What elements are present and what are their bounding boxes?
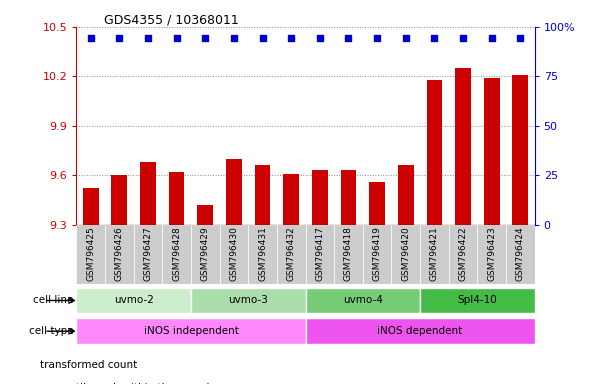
Text: GSM796420: GSM796420: [401, 227, 410, 281]
Bar: [111, 175, 127, 225]
Point: [430, 35, 439, 41]
Text: GSM796424: GSM796424: [516, 227, 525, 281]
Text: uvmo-2: uvmo-2: [114, 295, 153, 306]
Bar: [477, 225, 506, 284]
Point: [172, 35, 181, 41]
Bar: [191, 288, 306, 313]
Point: [372, 35, 382, 41]
Bar: [513, 74, 528, 225]
Point: [315, 35, 324, 41]
Text: iNOS independent: iNOS independent: [144, 326, 238, 336]
Point: [143, 35, 153, 41]
Bar: [363, 225, 392, 284]
Bar: [191, 225, 219, 284]
Bar: [306, 288, 420, 313]
Bar: [420, 288, 535, 313]
Bar: [277, 225, 306, 284]
Text: GSM796427: GSM796427: [144, 227, 153, 281]
Point: [343, 35, 353, 41]
Point: [287, 35, 296, 41]
Text: GSM796418: GSM796418: [344, 227, 353, 281]
Bar: [134, 225, 163, 284]
Bar: [76, 318, 306, 344]
Text: GSM796417: GSM796417: [315, 227, 324, 281]
Bar: [169, 172, 185, 225]
Text: GSM796429: GSM796429: [201, 227, 210, 281]
Bar: [340, 170, 356, 225]
Bar: [105, 225, 134, 284]
Text: cell line: cell line: [33, 295, 73, 306]
Bar: [392, 225, 420, 284]
Point: [229, 35, 239, 41]
Bar: [284, 174, 299, 225]
Text: uvmo-3: uvmo-3: [229, 295, 268, 306]
Point: [487, 35, 497, 41]
Bar: [506, 225, 535, 284]
Bar: [420, 225, 448, 284]
Bar: [255, 166, 271, 225]
Text: GSM796428: GSM796428: [172, 227, 181, 281]
Text: GSM796430: GSM796430: [229, 227, 238, 281]
Text: GSM796432: GSM796432: [287, 227, 296, 281]
Point: [200, 35, 210, 41]
Text: GDS4355 / 10368011: GDS4355 / 10368011: [104, 13, 239, 26]
Bar: [140, 162, 156, 225]
Text: GSM796421: GSM796421: [430, 227, 439, 281]
Bar: [312, 170, 327, 225]
Text: GSM796422: GSM796422: [458, 227, 467, 281]
Text: transformed count: transformed count: [40, 360, 137, 370]
Bar: [398, 166, 414, 225]
Bar: [306, 225, 334, 284]
Text: GSM796426: GSM796426: [115, 227, 124, 281]
Text: Spl4-10: Spl4-10: [458, 295, 497, 306]
Bar: [306, 318, 535, 344]
Point: [458, 35, 468, 41]
Text: GSM796423: GSM796423: [487, 227, 496, 281]
Point: [401, 35, 411, 41]
Bar: [455, 68, 471, 225]
Bar: [76, 225, 105, 284]
Point: [258, 35, 268, 41]
Bar: [83, 189, 98, 225]
Bar: [484, 78, 500, 225]
Bar: [369, 182, 385, 225]
Text: GSM796425: GSM796425: [86, 227, 95, 281]
Bar: [226, 159, 242, 225]
Text: GSM796419: GSM796419: [373, 227, 382, 281]
Point: [114, 35, 124, 41]
Bar: [76, 288, 191, 313]
Text: uvmo-4: uvmo-4: [343, 295, 382, 306]
Bar: [334, 225, 363, 284]
Bar: [248, 225, 277, 284]
Text: iNOS dependent: iNOS dependent: [378, 326, 463, 336]
Bar: [197, 205, 213, 225]
Text: GSM796431: GSM796431: [258, 227, 267, 281]
Point: [516, 35, 525, 41]
Text: percentile rank within the sample: percentile rank within the sample: [40, 383, 216, 384]
Bar: [219, 225, 248, 284]
Bar: [426, 79, 442, 225]
Bar: [448, 225, 477, 284]
Point: [86, 35, 95, 41]
Bar: [163, 225, 191, 284]
Text: cell type: cell type: [29, 326, 73, 336]
